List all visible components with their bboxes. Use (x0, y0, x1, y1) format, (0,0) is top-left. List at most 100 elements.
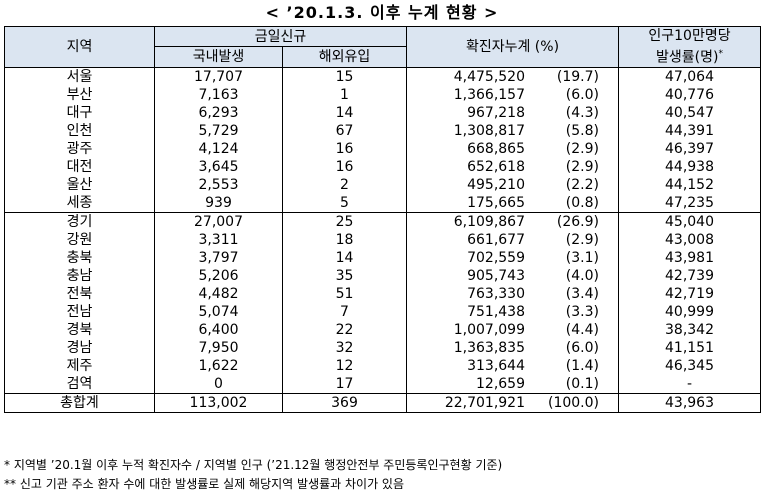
cell-domestic: 6,293 (154, 103, 283, 122)
cell-overseas: 14 (282, 248, 407, 267)
cell-region: 총합계 (4, 392, 155, 413)
cell-region: 대전 (4, 157, 155, 176)
table-row: 경기 27,007 25 6,109,867 (26.9) 45,040 (4, 211, 761, 231)
cell-domestic: 4,124 (154, 139, 283, 158)
cell-rate: 47,064 (618, 67, 761, 86)
header-overseas: 해외유입 (282, 46, 407, 68)
cell-overseas: 5 (282, 193, 407, 213)
cell-rate: 46,345 (618, 356, 761, 375)
cell-overseas: 35 (282, 266, 407, 285)
cell-overseas: 67 (282, 121, 407, 140)
cell-cumulative: 313,644 (1.4) (406, 356, 619, 375)
cell-overseas: 16 (282, 157, 407, 176)
header-daily-new: 금일신규 (154, 25, 407, 48)
cell-overseas: 7 (282, 302, 407, 321)
table-row: 경남 7,950 32 1,363,835 (6.0) 41,151 (4, 338, 761, 357)
cumulative-percent: (3.4) (565, 285, 599, 302)
cell-cumulative: 763,330 (3.4) (406, 284, 619, 303)
cell-region: 세종 (4, 193, 155, 213)
cell-cumulative: 12,659 (0.1) (406, 374, 619, 394)
cumulative-count: 6,109,867 (453, 213, 525, 230)
cell-domestic: 27,007 (154, 211, 283, 231)
table-row: 검역 0 17 12,659 (0.1) - (4, 374, 761, 394)
table-row: 서울 17,707 15 4,475,520 (19.7) 47,064 (4, 67, 761, 86)
table-row: 광주 4,124 16 668,865 (2.9) 46,397 (4, 139, 761, 158)
cell-domestic: 1,622 (154, 356, 283, 375)
header-cumulative: 확진자누계 (%) (406, 26, 619, 68)
cell-overseas: 25 (282, 211, 407, 231)
cell-rate: 41,151 (618, 338, 761, 357)
cell-domestic: 113,002 (154, 392, 283, 413)
cell-rate: - (618, 374, 761, 394)
cell-cumulative: 702,559 (3.1) (406, 248, 619, 267)
cell-rate: 43,981 (618, 248, 761, 267)
cell-cumulative: 652,618 (2.9) (406, 157, 619, 176)
cell-region: 부산 (4, 85, 155, 104)
cell-cumulative: 967,218 (4.3) (406, 103, 619, 122)
cell-domestic: 3,311 (154, 230, 283, 249)
table-row: 세종 939 5 175,665 (0.8) 47,235 (4, 193, 761, 213)
header-rate: 인구10만명당 발생률(명)* (618, 26, 761, 68)
cell-region: 충북 (4, 248, 155, 267)
cumulative-status-table: 지역 금일신규 확진자누계 (%) 인구10만명당 발생률(명)* 국내발생 해… (4, 25, 761, 413)
cumulative-percent: (5.8) (565, 122, 599, 139)
cumulative-count: 751,438 (467, 303, 525, 320)
cumulative-percent: (4.0) (565, 267, 599, 284)
cumulative-percent: (4.3) (565, 104, 599, 121)
cumulative-count: 4,475,520 (453, 68, 525, 85)
cumulative-count: 967,218 (467, 104, 525, 121)
cell-rate: 40,999 (618, 302, 761, 321)
cell-rate: 43,963 (618, 392, 761, 413)
cell-cumulative: 1,366,157 (6.0) (406, 85, 619, 104)
cell-rate: 46,397 (618, 139, 761, 158)
cell-domestic: 5,206 (154, 266, 283, 285)
cell-overseas: 1 (282, 85, 407, 104)
table-row: 충북 3,797 14 702,559 (3.1) 43,981 (4, 248, 761, 267)
cell-domestic: 17,707 (154, 67, 283, 86)
table-row: 전북 4,482 51 763,330 (3.4) 42,719 (4, 284, 761, 303)
table-row: 강원 3,311 18 661,677 (2.9) 43,008 (4, 230, 761, 249)
cumulative-count: 763,330 (467, 285, 525, 302)
cell-rate: 43,008 (618, 230, 761, 249)
cumulative-count: 175,665 (467, 194, 525, 211)
cell-overseas: 369 (282, 392, 407, 413)
cell-domestic: 7,163 (154, 85, 283, 104)
cell-region: 제주 (4, 356, 155, 375)
cell-overseas: 2 (282, 175, 407, 194)
cell-rate: 40,547 (618, 103, 761, 122)
cumulative-percent: (0.8) (565, 194, 599, 211)
page-title: < ’20.1.3. 이후 누계 현황 > (265, 3, 499, 22)
cell-region: 전북 (4, 284, 155, 303)
cumulative-count: 495,210 (467, 176, 525, 193)
cell-rate: 44,152 (618, 175, 761, 194)
cumulative-percent: (2.9) (565, 231, 599, 248)
cell-rate: 44,391 (618, 121, 761, 140)
cumulative-percent: (1.4) (565, 357, 599, 374)
cell-overseas: 22 (282, 320, 407, 339)
cell-cumulative: 4,475,520 (19.7) (406, 67, 619, 86)
cell-overseas: 18 (282, 230, 407, 249)
cell-region: 전남 (4, 302, 155, 321)
cell-overseas: 15 (282, 67, 407, 86)
cell-region: 인천 (4, 121, 155, 140)
cell-domestic: 7,950 (154, 338, 283, 357)
table-row: 전남 5,074 7 751,438 (3.3) 40,999 (4, 302, 761, 321)
cell-domestic: 2,553 (154, 175, 283, 194)
cell-domestic: 3,645 (154, 157, 283, 176)
cell-cumulative: 1,007,099 (4.4) (406, 320, 619, 339)
cell-overseas: 51 (282, 284, 407, 303)
table-row: 대구 6,293 14 967,218 (4.3) 40,547 (4, 103, 761, 122)
cell-cumulative: 22,701,921 (100.0) (406, 392, 619, 413)
cell-cumulative: 1,308,817 (5.8) (406, 121, 619, 140)
cell-domestic: 5,074 (154, 302, 283, 321)
cumulative-percent: (4.4) (565, 321, 599, 338)
cumulative-percent: (2.9) (565, 140, 599, 157)
cumulative-percent: (26.9) (556, 213, 599, 230)
cell-rate: 42,719 (618, 284, 761, 303)
cumulative-count: 668,865 (467, 140, 525, 157)
header-rate-line1: 인구10만명당 (648, 28, 731, 44)
table-row: 인천 5,729 67 1,308,817 (5.8) 44,391 (4, 121, 761, 140)
cumulative-percent: (2.9) (565, 158, 599, 175)
cell-region: 검역 (4, 374, 155, 394)
cell-cumulative: 661,677 (2.9) (406, 230, 619, 249)
